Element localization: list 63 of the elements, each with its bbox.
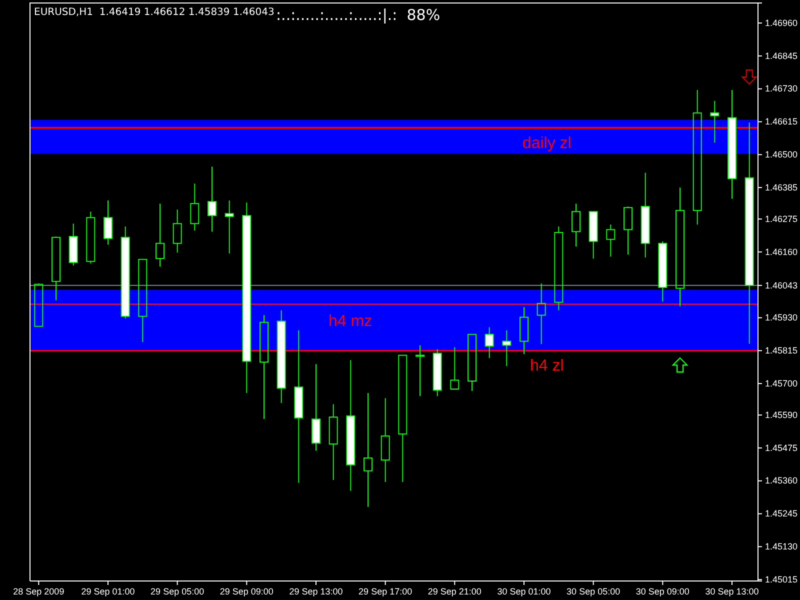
y-tick-label: 1.46500: [765, 150, 798, 160]
candlestick: [676, 187, 684, 307]
candlestick: [364, 392, 372, 508]
candlestick: [484, 326, 494, 359]
y-tick-label: 1.45015: [765, 574, 798, 584]
y-tick-label: 1.46385: [765, 182, 798, 192]
x-tick-label: 30 Sep 01:00: [497, 586, 551, 596]
y-tick-label: 1.45245: [765, 508, 798, 519]
x-tick-label: 29 Sep 05:00: [150, 586, 204, 596]
candlestick: [190, 183, 200, 231]
y-tick-label: 1.45360: [765, 476, 798, 486]
candlestick: [572, 203, 580, 248]
candlestick: [728, 89, 736, 200]
candlestick: [260, 314, 268, 420]
y-tick-label: 1.46160: [765, 246, 798, 257]
candlestick: [224, 200, 234, 254]
x-tick-label: 29 Sep 01:00: [81, 586, 135, 596]
candlestick: [416, 344, 424, 397]
x-tick-label: 29 Sep 21:00: [428, 586, 482, 596]
x-tick-label: 29 Sep 09:00: [220, 586, 274, 596]
candlestick: [554, 226, 564, 311]
annotation: :..:.....:.....:.....:|.: 88%: [276, 6, 440, 24]
x-tick-label: 28 Sep 2009: [13, 586, 64, 596]
y-tick-label: 1.46960: [765, 18, 798, 28]
y-tick-label: 1.46275: [765, 214, 798, 224]
candlestick: [104, 200, 112, 245]
candlestick: [68, 223, 78, 266]
candlestick: [710, 100, 720, 144]
x-tick-label: 30 Sep 09:00: [636, 586, 690, 596]
y-tick-label: 1.45930: [765, 312, 798, 323]
y-tick-label: 1.46730: [765, 84, 798, 94]
ref-line-label: daily zl: [522, 134, 572, 152]
candlestick: [276, 310, 286, 404]
chart-title: EURUSD,H1 1.46419 1.46612 1.45839 1.46043: [34, 7, 274, 18]
x-tick-label: 29 Sep 13:00: [289, 586, 343, 596]
y-tick-label: 1.45700: [765, 378, 798, 388]
x-tick-label: 29 Sep 17:00: [358, 586, 412, 596]
candlestick: [744, 122, 754, 344]
candlestick: [172, 209, 182, 254]
y-tick-label: 1.46845: [765, 50, 798, 61]
band-label: h4 mz: [328, 312, 372, 330]
candlestick: [692, 89, 702, 225]
candlestick: [536, 282, 546, 345]
candlestick: [294, 330, 304, 484]
candlestick: [208, 166, 216, 232]
y-tick-label: 1.45130: [765, 542, 798, 552]
candlestick: [328, 404, 338, 480]
candlestick: [380, 398, 390, 482]
y-tick-label: 1.45815: [765, 346, 798, 356]
y-tick-label: 1.46043: [765, 280, 798, 290]
candlestick: [640, 172, 650, 258]
candlestick: [242, 202, 252, 394]
ref-line-label: h4 zl: [530, 358, 564, 375]
candlestick: [520, 306, 528, 355]
candlestick: [156, 203, 164, 268]
y-tick-label: 1.45475: [765, 442, 798, 453]
candlestick: [502, 330, 512, 367]
candlestick: [312, 364, 320, 452]
y-tick-label: 1.45590: [765, 410, 798, 420]
x-tick-label: 30 Sep 05:00: [566, 586, 620, 596]
candlestick: [346, 360, 356, 492]
y-tick-label: 1.46615: [765, 116, 798, 127]
x-tick-label: 30 Sep 13:00: [705, 586, 759, 596]
